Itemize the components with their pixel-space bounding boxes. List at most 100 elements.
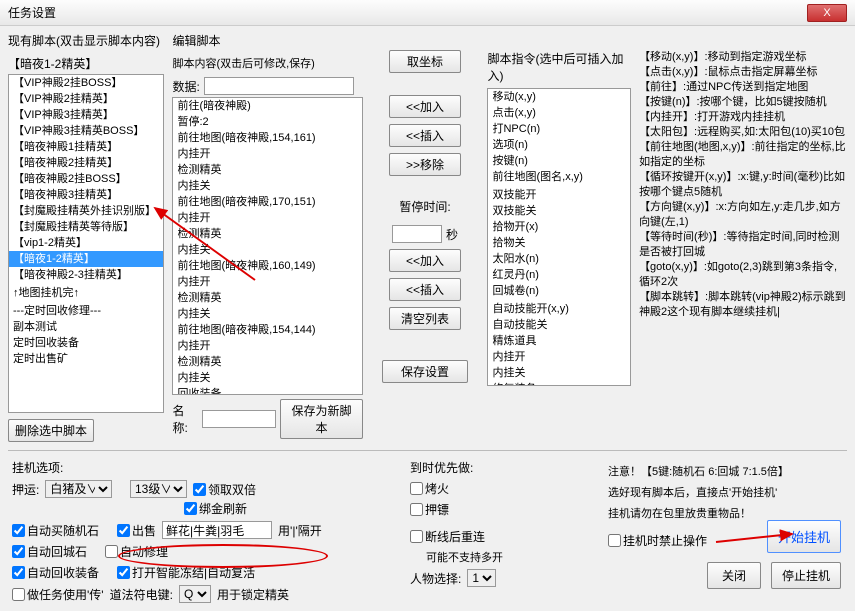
notice2: 选好现有脚本后，直接点'开始挂机' [608, 486, 828, 501]
list-item[interactable]: 移动(x,y) [488, 89, 630, 105]
exp-select[interactable]: 13级∨ [130, 480, 187, 498]
usetask-checkbox[interactable] [12, 588, 25, 601]
list-item[interactable]: 检测精英 [173, 290, 361, 306]
buystone-checkbox[interactable] [12, 524, 25, 537]
list-item[interactable]: 【暗夜神殿1挂精英】 [9, 139, 163, 155]
name-input[interactable] [202, 410, 276, 428]
edit-list[interactable]: 前往(暗夜神殿)暂停:2前往地图(暗夜神殿,154,161)内挂开检测精英内挂关… [172, 97, 362, 395]
list-item[interactable]: 内挂关 [173, 306, 361, 322]
get-coord-button[interactable]: 取坐标 [389, 50, 461, 73]
scripts-sub: 【暗夜1-2精英】 [8, 55, 164, 72]
daofa-select[interactable]: Q [179, 585, 211, 603]
recycle-checkbox[interactable] [12, 566, 25, 579]
list-item[interactable]: 检测精英 [173, 226, 361, 242]
list-item[interactable]: 自动技能开(x,y) [488, 301, 630, 317]
list-item[interactable]: 内挂开 [173, 338, 361, 354]
list-item[interactable]: 【暗夜神殿2挂BOSS】 [9, 171, 163, 187]
list-item[interactable]: 精炼道具 [488, 333, 630, 349]
insert2-button[interactable]: <<插入 [389, 278, 461, 301]
bangjin-checkbox[interactable] [184, 502, 197, 515]
remove-button[interactable]: >>移除 [389, 153, 461, 176]
add2-button[interactable]: <<加入 [389, 249, 461, 272]
double-checkbox[interactable] [193, 483, 206, 496]
edit-header: 编辑脚本 [172, 32, 362, 49]
list-item[interactable]: 检测精英 [173, 354, 361, 370]
list-item[interactable]: 选项(n) [488, 137, 630, 153]
list-item[interactable]: 点击(x,y) [488, 105, 630, 121]
clear-button[interactable]: 清空列表 [389, 307, 461, 330]
list-item[interactable]: ↑地图挂机完↑ [9, 285, 163, 301]
list-item[interactable]: 打NPC(n) [488, 121, 630, 137]
save-settings-button[interactable]: 保存设置 [382, 360, 468, 383]
list-item[interactable]: 【VIP神殿3挂精英】 [9, 107, 163, 123]
list-item[interactable]: 前往地图(暗夜神殿,160,149) [173, 258, 361, 274]
save-new-script-button[interactable]: 保存为新脚本 [280, 399, 362, 439]
list-item[interactable]: 【VIP神殿2挂BOSS】 [9, 75, 163, 91]
num-label: 数据: [172, 78, 199, 95]
list-item[interactable]: 修复装备 [488, 381, 630, 386]
list-item[interactable]: 检测精英 [173, 162, 361, 178]
list-item[interactable]: 定时回收装备 [9, 335, 163, 351]
list-item[interactable]: 按键(n) [488, 153, 630, 169]
add-button[interactable]: <<加入 [389, 95, 461, 118]
close-button[interactable]: 关闭 [707, 562, 761, 589]
list-item[interactable]: 【封魔殿挂精英外挂识别版】 [9, 203, 163, 219]
num-input[interactable] [204, 77, 354, 95]
list-item[interactable]: 双技能关 [488, 203, 630, 219]
notice1: 注意！【5键:随机石 6:回城 7:1.5倍】 [608, 465, 828, 480]
list-item[interactable]: 【vip1-2精英】 [9, 235, 163, 251]
yayun-select[interactable]: 白猪及∨ [45, 480, 112, 498]
list-item[interactable]: 红灵丹(n) [488, 267, 630, 283]
scripts-list[interactable]: 【VIP神殿2挂BOSS】【VIP神殿2挂精英】【VIP神殿3挂精英】【VIP神… [8, 74, 164, 413]
list-item[interactable]: 前往地图(暗夜神殿,154,144) [173, 322, 361, 338]
list-item[interactable]: 【暗夜神殿2挂精英】 [9, 155, 163, 171]
backcity-checkbox[interactable] [12, 545, 25, 558]
list-item[interactable]: 内挂开 [173, 210, 361, 226]
list-item[interactable]: 前往地图(图名,x,y) [488, 169, 630, 185]
list-item[interactable]: ---定时回收修理--- [9, 303, 163, 319]
list-item[interactable]: 内挂关 [173, 370, 361, 386]
list-item[interactable]: 内挂关 [173, 178, 361, 194]
yapiao-checkbox[interactable] [410, 503, 423, 516]
list-item[interactable]: 内挂开 [488, 349, 630, 365]
list-item[interactable]: 内挂关 [173, 242, 361, 258]
list-item[interactable]: 【暗夜神殿2-3挂精英】 [9, 267, 163, 283]
char-select[interactable]: 1 [467, 569, 496, 587]
list-item[interactable]: 前往地图(暗夜神殿,154,161) [173, 130, 361, 146]
list-item[interactable]: 内挂关 [488, 365, 630, 381]
forbid-checkbox[interactable] [608, 534, 621, 547]
list-item[interactable]: 副本测试 [9, 319, 163, 335]
list-item[interactable]: 【VIP神殿3挂精英BOSS】 [9, 123, 163, 139]
list-item[interactable]: 内挂开 [173, 146, 361, 162]
list-item[interactable]: 【暗夜神殿3挂精英】 [9, 187, 163, 203]
list-item[interactable]: 暂停:2 [173, 114, 361, 130]
list-item[interactable]: 双技能开 [488, 187, 630, 203]
list-item[interactable]: 【封魔殿挂精英等待版】 [9, 219, 163, 235]
list-item[interactable]: 前往地图(暗夜神殿,170,151) [173, 194, 361, 210]
sell-checkbox[interactable] [117, 524, 130, 537]
sell-input[interactable] [162, 521, 272, 539]
list-item[interactable]: 【暗夜1-2精英】 [9, 251, 163, 267]
list-item[interactable]: 前往(暗夜神殿) [173, 98, 361, 114]
list-item[interactable]: 自动技能关 [488, 317, 630, 333]
delete-script-button[interactable]: 删除选中脚本 [8, 419, 94, 442]
insert-button[interactable]: <<插入 [389, 124, 461, 147]
list-item[interactable]: 回城卷(n) [488, 283, 630, 299]
list-item[interactable]: 【VIP神殿2挂精英】 [9, 91, 163, 107]
close-icon[interactable]: X [807, 4, 847, 22]
pause-input[interactable] [392, 225, 442, 243]
cmds-list[interactable]: 移动(x,y)点击(x,y)打NPC(n)选项(n)按键(n)前往地图(图名,x… [487, 88, 631, 386]
reconnect-checkbox[interactable] [410, 530, 423, 543]
list-item[interactable]: 定时出售矿 [9, 351, 163, 367]
list-item[interactable]: 拾物开(x) [488, 219, 630, 235]
smart-checkbox[interactable] [117, 566, 130, 579]
list-item[interactable]: 拾物关 [488, 235, 630, 251]
start-button[interactable]: 开始挂机 [767, 520, 841, 553]
list-item[interactable]: 内挂开 [173, 274, 361, 290]
stop-button[interactable]: 停止挂机 [771, 562, 841, 589]
kaohuo-checkbox[interactable] [410, 482, 423, 495]
list-item[interactable]: 回收装备 [173, 386, 361, 395]
priority-label: 到时优先做: [410, 459, 473, 476]
list-item[interactable]: 太阳水(n) [488, 251, 630, 267]
repair-checkbox[interactable] [105, 545, 118, 558]
